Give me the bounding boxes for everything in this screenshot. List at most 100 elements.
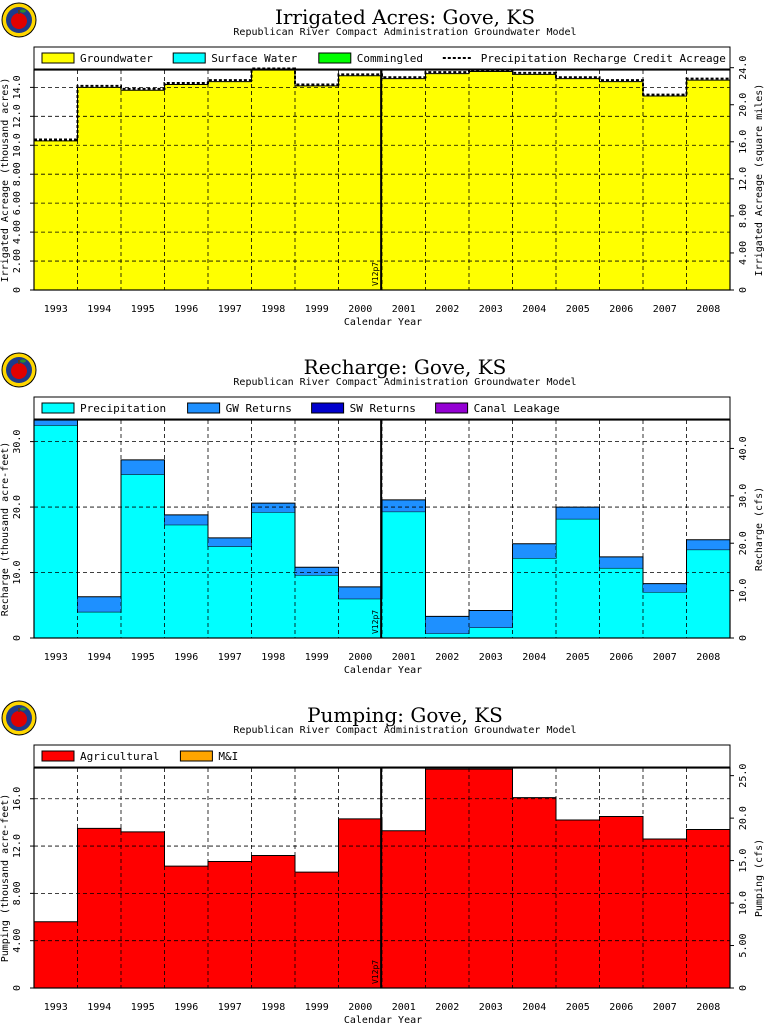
xtick-label: 2008: [696, 652, 720, 663]
chart-subtitle: Republican River Compact Administration …: [233, 377, 576, 388]
grid: [34, 420, 730, 638]
area-1-1995: [121, 831, 165, 988]
legend-swatch-2: [187, 402, 221, 414]
y-axis-label: Pumping (thousand acre-feet): [0, 794, 11, 963]
xtick-label: 1993: [44, 1002, 68, 1013]
marker-label: V12p7: [371, 262, 380, 286]
legend-entry-2: Surface Water: [211, 52, 297, 65]
y2tick-label: 5.00: [738, 933, 749, 957]
marker-label: V12p7: [371, 610, 380, 634]
y2-axis-label: Irrigated Acreage (square miles): [754, 84, 765, 277]
area-1-2003: [469, 627, 513, 638]
area-1-1993: [34, 921, 78, 988]
xtick-label: 2002: [435, 652, 459, 663]
xtick-label: 2007: [653, 652, 677, 663]
legend-entry-4: Canal Leakage: [474, 402, 560, 415]
xtick-label: 2004: [522, 304, 546, 315]
xtick-label: 2000: [348, 1002, 372, 1013]
y2tick-label: 40.0: [738, 436, 749, 460]
area-1-1994: [77, 87, 121, 290]
xtick-label: 2006: [609, 1002, 633, 1013]
area-1-2002: [425, 769, 469, 988]
area-2-1995: [121, 459, 165, 475]
area-2-2003: [469, 610, 513, 628]
grid: [34, 768, 730, 988]
legend-frame: [33, 46, 731, 70]
area-1-2003: [469, 71, 513, 291]
xtick-label: 1995: [131, 1002, 155, 1013]
y2tick-label: 0: [738, 287, 749, 293]
area-1-2002: [425, 73, 469, 290]
legend-entry-2: M&I: [218, 750, 238, 763]
y2tick-label: 0: [738, 635, 749, 641]
xtick-label: 2003: [479, 304, 503, 315]
xtick-label: 2007: [653, 304, 677, 315]
xtick-label: 2002: [435, 304, 459, 315]
y2tick-label: 4.00: [738, 241, 749, 265]
area-1-2006: [599, 567, 643, 638]
area-2-2005: [556, 507, 600, 519]
area-1-1997: [208, 546, 252, 638]
legend-swatch-2: [172, 52, 206, 64]
chart-title: Recharge: Gove, KS: [304, 355, 507, 379]
area-1-2005: [556, 78, 600, 291]
xtick-label: 2006: [609, 304, 633, 315]
xtick-label: 2003: [479, 652, 503, 663]
legend-entry-4: Precipitation Recharge Credit Acreage: [481, 52, 726, 65]
plot-frame: [33, 419, 731, 639]
xtick-label: 1993: [44, 304, 68, 315]
area-1-1996: [164, 866, 208, 988]
area-1-2006: [599, 816, 643, 988]
area-1-2005: [556, 518, 600, 638]
area-1-2000: [338, 818, 382, 988]
ytick-label: 30.0: [12, 430, 23, 454]
y2tick-label: 16.0: [738, 130, 749, 154]
xtick-label: 2005: [566, 304, 590, 315]
area-1-2008: [686, 829, 730, 988]
area-1-1996: [164, 524, 208, 638]
area-1-2007: [643, 96, 687, 290]
area-1-1995: [121, 90, 165, 291]
area-1-2004: [512, 797, 556, 988]
xtick-label: 2005: [566, 652, 590, 663]
ytick-label: 4.00: [12, 929, 23, 953]
area-2-2000: [338, 586, 382, 599]
area-2-2001: [382, 499, 426, 512]
area-2-2007: [643, 583, 687, 593]
chart-title: Pumping: Gove, KS: [307, 703, 503, 727]
ytick-label: 0: [12, 287, 23, 293]
y2tick-label: 30.0: [738, 484, 749, 508]
legend-swatch-3: [318, 52, 352, 64]
area-2-1997: [208, 537, 252, 547]
xtick-label: 2003: [479, 1002, 503, 1013]
area-2-2004: [512, 543, 556, 559]
legend: Precipitation GW Returns SW Returns Canal L…: [33, 396, 731, 420]
y2tick-label: 10.0: [738, 891, 749, 915]
xtick-label: 1998: [261, 304, 285, 315]
apple-logo-icon: [1, 352, 37, 388]
y2-axis-label: Pumping (cfs): [754, 839, 765, 917]
ytick-label: 16.0: [12, 787, 23, 811]
ytick-label: 6.00: [12, 191, 23, 215]
ytick-label: 12.0: [12, 834, 23, 858]
xtick-label: 1993: [44, 652, 68, 663]
xtick-label: 2001: [392, 1002, 416, 1013]
marker-label: V12p7: [371, 960, 380, 984]
y2tick-label: 20.0: [738, 531, 749, 555]
y2-axis-label: Recharge (cfs): [754, 487, 765, 571]
y2tick-label: 8.00: [738, 204, 749, 228]
xtick-label: 2006: [609, 652, 633, 663]
area-2-1994: [77, 596, 121, 612]
area-1-2007: [643, 838, 687, 988]
xtick-label: 1994: [87, 1002, 111, 1013]
area-1-2005: [556, 820, 600, 988]
y2tick-label: 12.0: [738, 167, 749, 191]
y2tick-label: 24.0: [738, 56, 749, 80]
area-1-1994: [77, 828, 121, 988]
xtick-label: 1999: [305, 1002, 329, 1013]
area-2-1998: [251, 503, 295, 513]
plot-frame: [33, 69, 731, 291]
area-2-1996: [164, 514, 208, 525]
